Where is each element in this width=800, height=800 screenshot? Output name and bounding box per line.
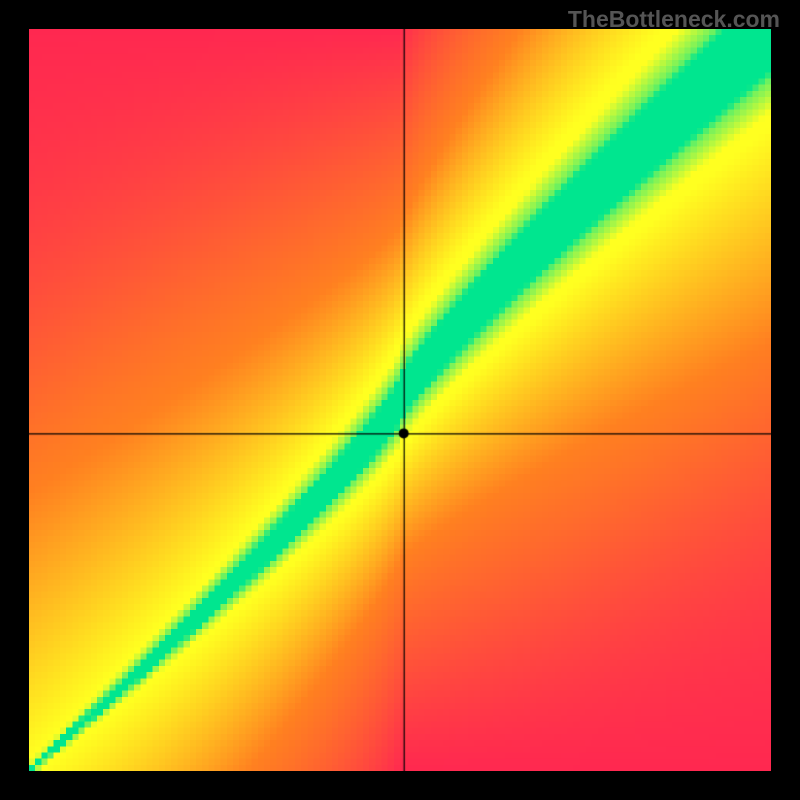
- chart-container: TheBottleneck.com: [0, 0, 800, 800]
- crosshair-overlay: [29, 29, 771, 771]
- watermark-text: TheBottleneck.com: [568, 6, 780, 33]
